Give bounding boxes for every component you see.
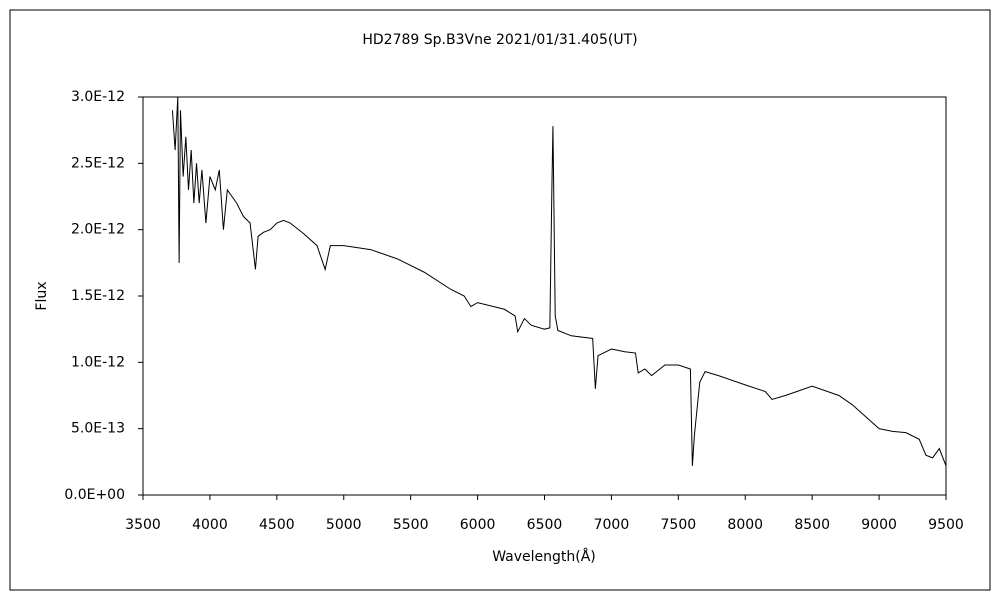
x-tick-label: 7000 — [594, 517, 630, 533]
x-tick-label: 8000 — [727, 517, 763, 533]
y-axis-label: Flux — [34, 281, 50, 310]
x-tick-label: 6500 — [527, 517, 563, 533]
spectrum-line — [171, 97, 946, 466]
x-tick-label: 4000 — [192, 517, 228, 533]
x-tick-label: 9500 — [928, 517, 964, 533]
y-tick-label: 1.5E-12 — [71, 288, 125, 304]
y-tick-label: 0.0E+00 — [64, 487, 125, 503]
frame — [9, 9, 991, 591]
y-tick-label: 3.0E-12 — [71, 89, 125, 105]
x-tick-label: 8500 — [794, 517, 830, 533]
x-tick-label: 5500 — [393, 517, 429, 533]
chart-title: HD2789 Sp.B3Vne 2021/01/31.405(UT) — [362, 32, 637, 48]
y-tick-label: 2.5E-12 — [71, 155, 125, 171]
x-tick-label: 9000 — [861, 517, 897, 533]
x-tick-label: 6000 — [460, 517, 496, 533]
x-tick-label: 3500 — [125, 517, 161, 533]
y-tick-label: 2.0E-12 — [71, 222, 125, 238]
y-tick-label: 5.0E-13 — [71, 421, 125, 437]
plot-area — [142, 96, 947, 496]
x-tick-label: 4500 — [259, 517, 295, 533]
x-tick-label: 5000 — [326, 517, 362, 533]
x-tick-label: 7500 — [661, 517, 697, 533]
x-axis-label: Wavelength(Å) — [492, 548, 596, 565]
y-tick-label: 1.0E-12 — [71, 354, 125, 370]
